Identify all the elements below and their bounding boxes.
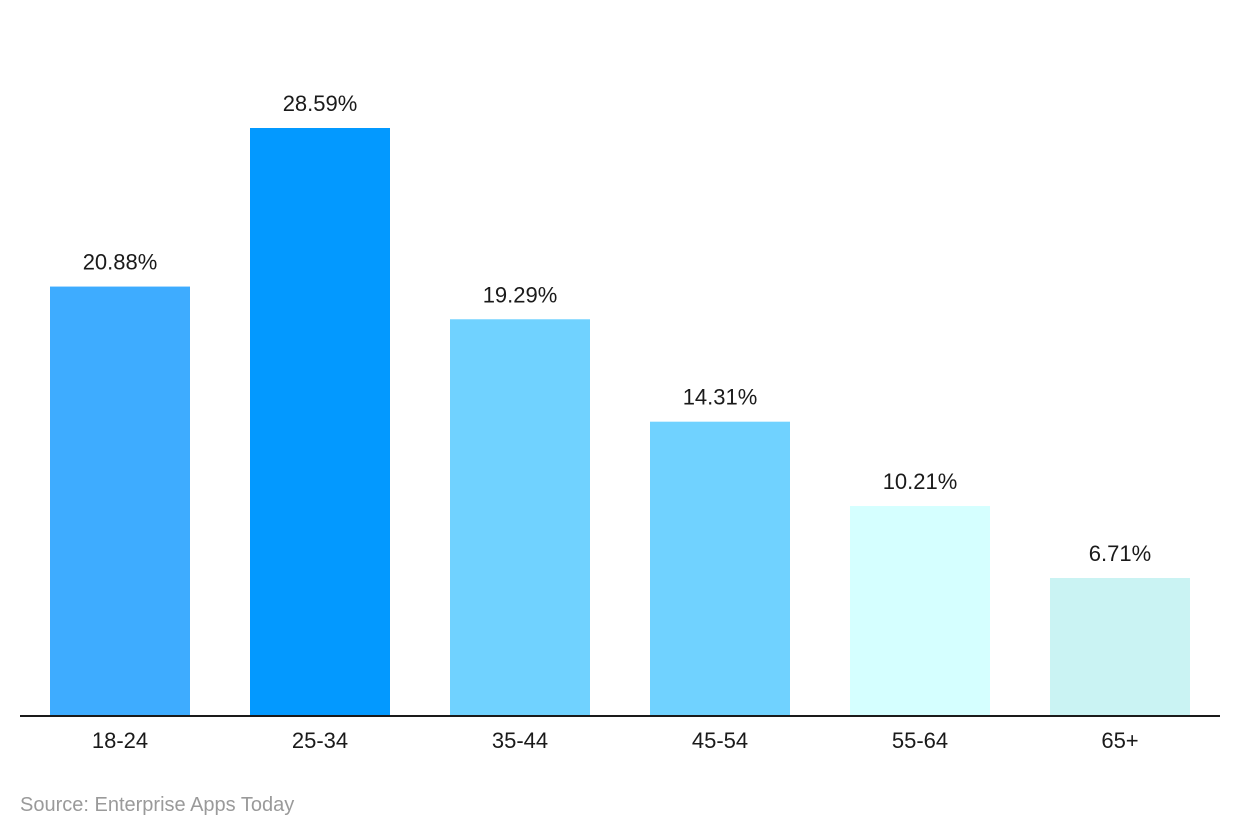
bar-65+ <box>1050 577 1190 716</box>
category-label-45-54: 45-54 <box>692 728 748 753</box>
bar-35-44 <box>450 319 590 716</box>
value-label-25-34: 28.59% <box>283 91 358 116</box>
value-label-55-64: 10.21% <box>883 469 958 494</box>
bar-45-54 <box>650 421 790 716</box>
value-label-45-54: 14.31% <box>683 385 758 410</box>
value-label-35-44: 19.29% <box>483 282 558 307</box>
value-label-65+: 6.71% <box>1089 541 1151 566</box>
category-labels-layer: 18-24 25-34 35-44 45-54 55-64 65+ <box>92 728 1139 753</box>
category-label-55-64: 55-64 <box>892 728 948 753</box>
bar-18-24 <box>50 286 190 716</box>
category-label-18-24: 18-24 <box>92 728 148 753</box>
category-label-35-44: 35-44 <box>492 728 548 753</box>
bar-25-34 <box>250 128 390 716</box>
bars-layer <box>50 128 1190 716</box>
value-label-18-24: 20.88% <box>83 250 158 275</box>
category-label-25-34: 25-34 <box>292 728 348 753</box>
chart-canvas: 20.88% 28.59% 19.29% 14.31% 10.21% 6.71% 18-2… <box>20 91 1220 753</box>
value-labels-layer: 20.88% 28.59% 19.29% 14.31% 10.21% 6.71% <box>83 91 1152 566</box>
bar-chart: 20.88% 28.59% 19.29% 14.31% 10.21% 6.71% 18-2… <box>20 91 1220 753</box>
category-label-65+: 65+ <box>1101 728 1138 753</box>
source-note: Source: Enterprise Apps Today <box>20 794 295 816</box>
bar-55-64 <box>850 506 990 716</box>
